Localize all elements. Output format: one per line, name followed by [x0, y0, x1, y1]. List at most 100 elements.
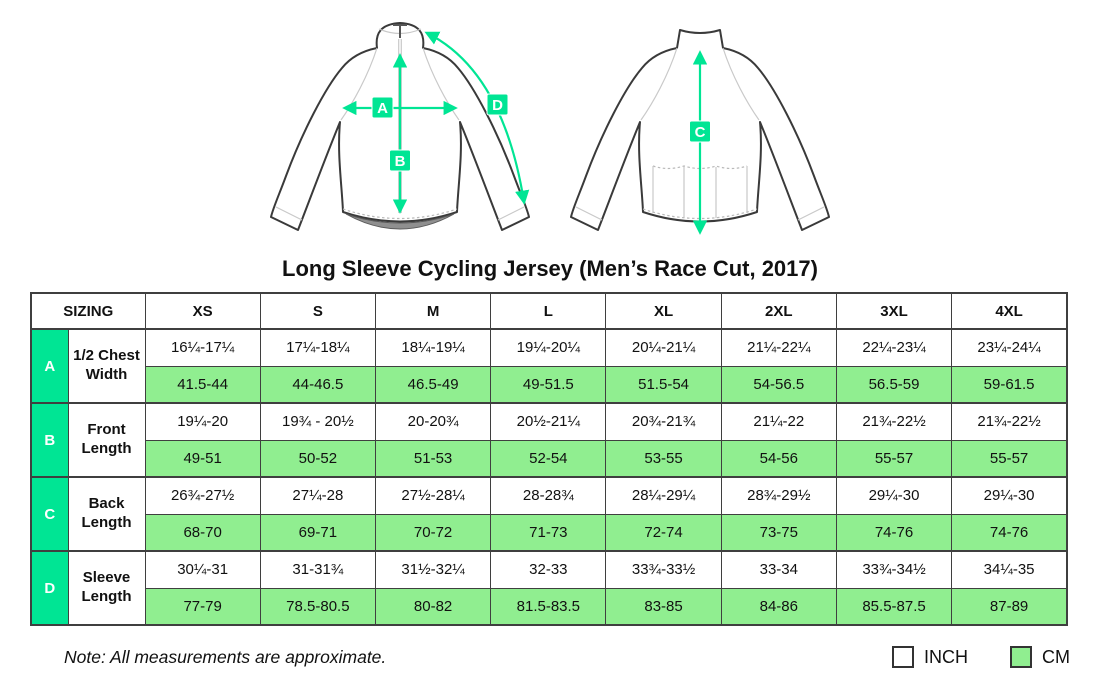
- svg-text:D: D: [492, 97, 503, 114]
- cm-value-cell: 54-56: [720, 439, 837, 478]
- sizing-header: SIZING: [30, 292, 146, 330]
- size-letter-cell-c: C: [30, 476, 69, 552]
- size-column-header-xl: XL: [605, 292, 722, 330]
- inch-value-cell: 28-28¾: [490, 476, 607, 515]
- size-column-header-m: M: [374, 292, 492, 330]
- cm-value-cell: 68-70: [144, 513, 261, 552]
- cm-value-cell: 51.5-54: [605, 365, 722, 404]
- inch-value-cell: 27½-28¼: [374, 476, 492, 515]
- cm-value-cell: 56.5-59: [835, 365, 953, 404]
- inch-value-cell: 16¼-17¼: [144, 328, 261, 367]
- measurement-label-c: Back Length: [67, 476, 146, 552]
- measurement-label-a: 1/2 Chest Width: [67, 328, 146, 404]
- cm-value-cell: 49-51.5: [490, 365, 607, 404]
- cm-value-cell: 46.5-49: [374, 365, 492, 404]
- cm-value-cell: 59-61.5: [951, 365, 1068, 404]
- inch-value-cell: 21¼-22: [720, 402, 837, 441]
- legend-item-cm: CM: [1010, 646, 1070, 668]
- inch-value-cell: 18¼-19¼: [374, 328, 492, 367]
- jersey-diagram: A B D: [0, 0, 1100, 250]
- cm-value-cell: 54-56.5: [720, 365, 837, 404]
- cm-value-cell: 84-86: [720, 587, 837, 626]
- inch-value-cell: 33¾-34½: [835, 550, 953, 589]
- cm-value-cell: 53-55: [605, 439, 722, 478]
- cm-value-cell: 78.5-80.5: [259, 587, 376, 626]
- cm-value-cell: 72-74: [605, 513, 722, 552]
- label-A: A: [371, 96, 394, 119]
- cm-value-cell: 55-57: [835, 439, 953, 478]
- row-b-inch: B Front Length 19¼-20 19¾ - 20½ 20-20¾ 2…: [30, 402, 1068, 478]
- inch-value-cell: 19¼-20¼: [490, 328, 607, 367]
- inch-value-cell: 32-33: [490, 550, 607, 589]
- size-column-header-s: S: [259, 292, 376, 330]
- cm-value-cell: 71-73: [490, 513, 607, 552]
- cm-value-cell: 80-82: [374, 587, 492, 626]
- cm-value-cell: 50-52: [259, 439, 376, 478]
- inch-label: INCH: [924, 646, 968, 667]
- inch-swatch: [892, 646, 914, 668]
- svg-text:C: C: [695, 124, 706, 141]
- row-c-cm: 68-70 69-71 70-72 71-73 72-74 73-75 74-7…: [31, 513, 1068, 552]
- size-column-header-4xl: 4XL: [951, 292, 1068, 330]
- inch-value-cell: 19¼-20: [144, 402, 261, 441]
- inch-value-cell: 21¼-22¼: [720, 328, 837, 367]
- cm-value-cell: 74-76: [951, 513, 1068, 552]
- cm-value-cell: 83-85: [605, 587, 722, 626]
- inch-value-cell: 17¼-18¼: [259, 328, 376, 367]
- row-d-inch: D Sleeve Length 30¼-31 31-31¾ 31½-32¼ 32…: [30, 550, 1068, 626]
- cm-value-cell: 44-46.5: [259, 365, 376, 404]
- back-pockets: [652, 165, 748, 218]
- inch-value-cell: 31½-32¼: [374, 550, 492, 589]
- cm-swatch: [1010, 646, 1032, 668]
- page-title: Long Sleeve Cycling Jersey (Men’s Race C…: [282, 256, 818, 281]
- cm-value-cell: 70-72: [374, 513, 492, 552]
- inch-value-cell: 20½-21¼: [490, 402, 607, 441]
- unit-legend: INCH CM: [892, 646, 1070, 668]
- cm-value-cell: 74-76: [835, 513, 953, 552]
- inch-value-cell: 22¼-23¼: [835, 328, 953, 367]
- jersey-hem-shading: [345, 213, 455, 230]
- inch-value-cell: 23¼-24¼: [951, 328, 1068, 367]
- inch-value-cell: 31-31¾: [259, 550, 376, 589]
- inch-value-cell: 26¾-27½: [144, 476, 261, 515]
- inch-value-cell: 28¾-29½: [720, 476, 837, 515]
- cm-value-cell: 81.5-83.5: [490, 587, 607, 626]
- cm-value-cell: 73-75: [720, 513, 837, 552]
- footer: Note: All measurements are approximate. …: [0, 646, 1100, 668]
- inch-value-cell: 20¾-21¾: [605, 402, 722, 441]
- svg-text:A: A: [377, 100, 388, 117]
- inch-value-cell: 21¾-22½: [951, 402, 1068, 441]
- inch-value-cell: 28¼-29¼: [605, 476, 722, 515]
- size-column-header-2xl: 2XL: [720, 292, 837, 330]
- label-C: C: [689, 120, 711, 143]
- size-column-header-xs: XS: [144, 292, 261, 330]
- size-letter-cell-d: D: [30, 550, 69, 626]
- jersey-back-illustration: C: [570, 29, 830, 235]
- inch-value-cell: 27¼-28: [259, 476, 376, 515]
- size-column-header-l: L: [490, 292, 607, 330]
- size-letter-cell-a: A: [30, 328, 69, 404]
- inch-value-cell: 20¼-21¼: [605, 328, 722, 367]
- inch-value-cell: 21¾-22½: [835, 402, 953, 441]
- measurement-label-b: Front Length: [67, 402, 146, 478]
- cm-value-cell: 41.5-44: [144, 365, 261, 404]
- inch-value-cell: 34¼-35: [951, 550, 1068, 589]
- row-a-inch: A 1/2 Chest Width 16¼-17¼ 17¼-18¼ 18¼-19…: [30, 328, 1068, 404]
- inch-value-cell: 30¼-31: [144, 550, 261, 589]
- cm-value-cell: 55-57: [951, 439, 1068, 478]
- cm-value-cell: 87-89: [951, 587, 1068, 626]
- cm-value-cell: 51-53: [374, 439, 492, 478]
- inch-value-cell: 20-20¾: [374, 402, 492, 441]
- cm-value-cell: 77-79: [144, 587, 261, 626]
- inch-value-cell: 29¼-30: [835, 476, 953, 515]
- svg-text:B: B: [395, 153, 406, 170]
- cm-value-cell: 52-54: [490, 439, 607, 478]
- inch-value-cell: 29¼-30: [951, 476, 1068, 515]
- inch-value-cell: 33¾-33½: [605, 550, 722, 589]
- row-b-cm: 49-51 50-52 51-53 52-54 53-55 54-56 55-5…: [31, 439, 1068, 478]
- cm-label: CM: [1042, 646, 1070, 667]
- inch-value-cell: 33-34: [720, 550, 837, 589]
- row-c-inch: C Back Length 26¾-27½ 27¼-28 27½-28¼ 28-…: [30, 476, 1068, 552]
- size-letter-cell-b: B: [30, 402, 69, 478]
